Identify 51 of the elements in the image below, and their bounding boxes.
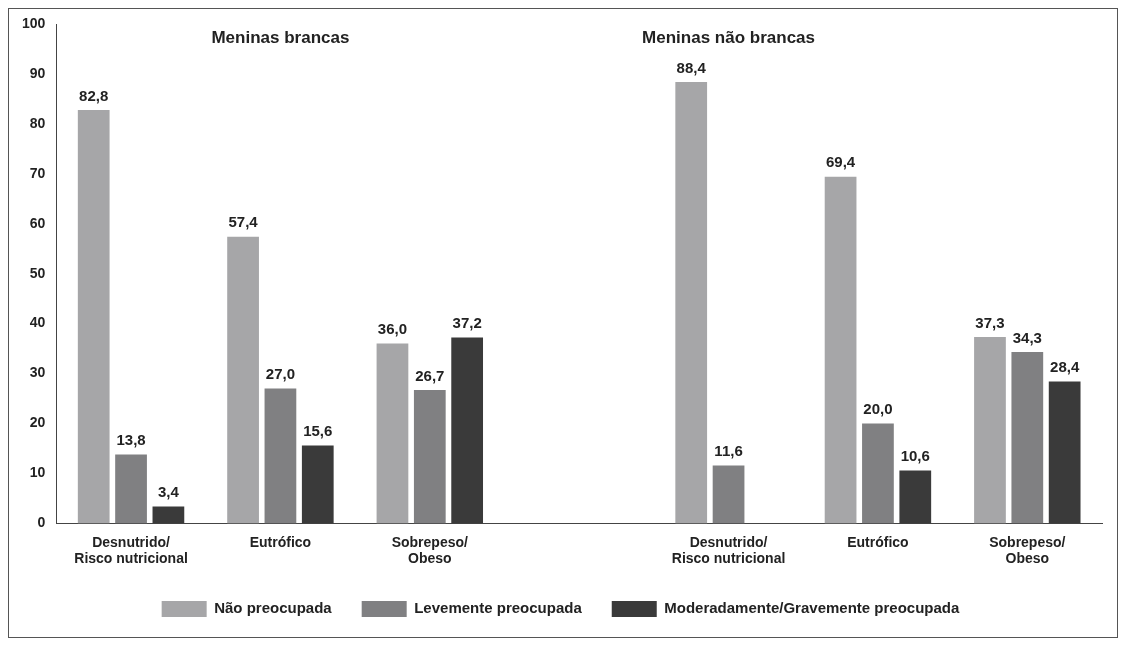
y-tick-label: 70 [29,164,46,181]
data-label: 28,4 [1050,358,1080,376]
y-tick-label: 60 [29,214,46,231]
x-tick-label: Eutrófico [249,533,312,550]
bar [264,388,297,524]
data-label: 15,6 [303,422,333,440]
legend-label: Levemente preocupada [414,599,583,617]
y-tick-label: 30 [29,364,46,381]
data-label: 88,4 [676,58,707,76]
data-label: 27,0 [265,365,296,383]
data-label: 13,8 [116,431,146,449]
x-tick-label: Desnutrido/ Risco nutricional [74,533,188,567]
bar [227,236,259,524]
x-tick-label: Eutrófico [847,533,909,550]
bar [675,81,708,524]
y-tick-label: 80 [29,114,46,131]
y-tick-label: 100 [22,14,46,31]
annotation: Meninas brancas [211,28,350,48]
bar [413,390,446,524]
data-label: 26,7 [415,366,445,384]
data-label: 3,4 [157,483,180,501]
x-tick-label: Sobrepeso/ Obeso [989,533,1066,567]
y-tick-label: 10 [29,464,46,481]
bar [1011,352,1044,524]
legend-label: Não preocupada [214,599,333,617]
bar [824,176,857,524]
data-label: 36,0 [377,320,408,338]
bar [115,454,147,524]
legend-label: Moderadamente/Gravemente preocupada [664,599,960,617]
y-tick-label: 90 [29,64,46,81]
bar [77,109,110,524]
y-tick-label: 0 [37,514,46,531]
data-label: 69,4 [825,153,856,171]
x-tick-label: Desnutrido/ Risco nutricional [671,533,786,567]
y-tick-label: 40 [29,314,46,331]
annotation: Meninas não brancas [642,28,815,48]
bar [974,337,1006,524]
y-tick-label: 20 [29,414,46,431]
data-label: 82,8 [79,86,109,104]
bar [712,465,745,524]
x-tick-label: Sobrepeso/ Obeso [391,533,469,567]
data-label: 10,6 [900,447,930,465]
bar [376,343,409,524]
data-label: 20,0 [863,400,893,418]
data-label: 34,3 [1012,328,1042,346]
data-label: 37,2 [452,314,482,332]
data-label: 11,6 [714,442,743,460]
data-label: 57,4 [228,213,259,231]
y-tick-label: 50 [29,264,46,281]
bar [862,423,894,524]
data-label: 37,3 [975,313,1005,331]
